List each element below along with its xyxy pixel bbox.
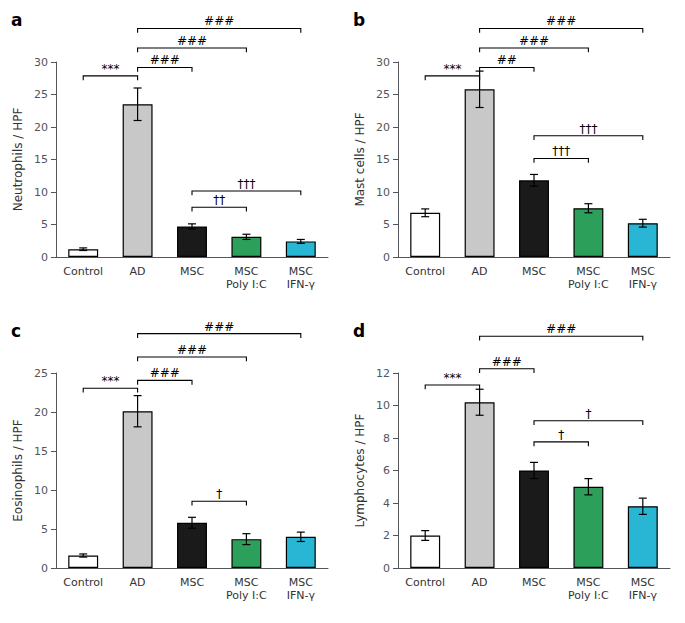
svg-text:MSC: MSC <box>631 265 655 278</box>
svg-text:###: ### <box>150 53 180 67</box>
svg-text:###: ### <box>204 320 234 334</box>
svg-text:†: † <box>585 407 591 421</box>
svg-text:††: †† <box>213 193 225 207</box>
svg-text:20: 20 <box>376 121 390 134</box>
svg-text:25: 25 <box>376 88 390 101</box>
svg-text:10: 10 <box>34 186 48 199</box>
svg-text:b: b <box>353 10 365 30</box>
svg-text:†††: ††† <box>552 144 570 158</box>
svg-text:4: 4 <box>383 497 390 510</box>
svg-text:Poly I:C: Poly I:C <box>568 278 609 291</box>
svg-text:c: c <box>11 321 21 341</box>
svg-text:15: 15 <box>34 445 48 458</box>
svg-text:###: ### <box>177 343 207 357</box>
svg-text:AD: AD <box>472 265 488 278</box>
svg-text:0: 0 <box>41 562 48 575</box>
svg-text:25: 25 <box>34 88 48 101</box>
svg-text:30: 30 <box>34 56 48 69</box>
svg-text:MSC: MSC <box>289 265 313 278</box>
svg-text:MSC: MSC <box>234 576 258 589</box>
svg-text:Eosinophils / HPF: Eosinophils / HPF <box>11 419 25 522</box>
svg-text:MSC: MSC <box>631 576 655 589</box>
svg-text:MSC: MSC <box>522 265 546 278</box>
svg-text:MSC: MSC <box>522 576 546 589</box>
svg-text:d: d <box>353 321 365 341</box>
svg-text:Neutrophils / HPF: Neutrophils / HPF <box>11 108 25 212</box>
svg-text:###: ### <box>150 366 180 380</box>
svg-text:Control: Control <box>405 265 445 278</box>
svg-text:a: a <box>11 10 22 30</box>
svg-text:10: 10 <box>376 399 390 412</box>
svg-text:Control: Control <box>63 265 103 278</box>
svg-text:###: ### <box>492 355 522 369</box>
svg-text:***: *** <box>101 62 119 76</box>
svg-text:30: 30 <box>376 56 390 69</box>
svg-text:20: 20 <box>34 406 48 419</box>
svg-text:Poly I:C: Poly I:C <box>226 278 267 291</box>
svg-text:Lymphocytes / HPF: Lymphocytes / HPF <box>353 413 367 527</box>
svg-text:MSC: MSC <box>576 265 600 278</box>
svg-text:IFN-γ: IFN-γ <box>287 589 316 602</box>
svg-text:6: 6 <box>383 464 390 477</box>
svg-text:MSC: MSC <box>180 576 204 589</box>
svg-text:†: † <box>216 487 222 501</box>
svg-text:20: 20 <box>34 121 48 134</box>
svg-text:Poly I:C: Poly I:C <box>568 589 609 602</box>
svg-text:MSC: MSC <box>576 576 600 589</box>
svg-text:###: ### <box>546 322 576 336</box>
svg-text:MSC: MSC <box>180 265 204 278</box>
svg-text:###: ### <box>204 14 234 28</box>
svg-text:5: 5 <box>41 218 48 231</box>
svg-text:###: ### <box>519 34 549 48</box>
svg-text:25: 25 <box>34 367 48 380</box>
svg-text:Poly I:C: Poly I:C <box>226 589 267 602</box>
svg-text:AD: AD <box>130 265 146 278</box>
svg-text:MSC: MSC <box>234 265 258 278</box>
svg-text:†††: ††† <box>237 177 255 191</box>
svg-text:Control: Control <box>405 576 445 589</box>
svg-text:0: 0 <box>383 562 390 575</box>
svg-text:2: 2 <box>383 529 390 542</box>
svg-text:5: 5 <box>383 218 390 231</box>
svg-text:10: 10 <box>376 186 390 199</box>
svg-text:Mast cells / HPF: Mast cells / HPF <box>353 112 367 206</box>
svg-text:10: 10 <box>34 484 48 497</box>
svg-text:IFN-γ: IFN-γ <box>629 589 658 602</box>
svg-text:8: 8 <box>383 432 390 445</box>
svg-text:###: ### <box>177 34 207 48</box>
svg-text:†††: ††† <box>579 122 597 136</box>
svg-text:15: 15 <box>34 153 48 166</box>
svg-text:IFN-γ: IFN-γ <box>287 278 316 291</box>
svg-text:***: *** <box>101 374 119 388</box>
svg-text:###: ### <box>546 14 576 28</box>
svg-text:12: 12 <box>376 367 390 380</box>
svg-text:AD: AD <box>130 576 146 589</box>
svg-text:0: 0 <box>41 251 48 264</box>
svg-text:IFN-γ: IFN-γ <box>629 278 658 291</box>
svg-text:##: ## <box>497 53 517 67</box>
svg-text:0: 0 <box>383 251 390 264</box>
svg-text:***: *** <box>443 371 461 385</box>
svg-text:†: † <box>558 428 564 442</box>
svg-text:5: 5 <box>41 523 48 536</box>
svg-text:***: *** <box>443 62 461 76</box>
svg-text:AD: AD <box>472 576 488 589</box>
svg-text:Control: Control <box>63 576 103 589</box>
svg-text:MSC: MSC <box>289 576 313 589</box>
svg-text:15: 15 <box>376 153 390 166</box>
